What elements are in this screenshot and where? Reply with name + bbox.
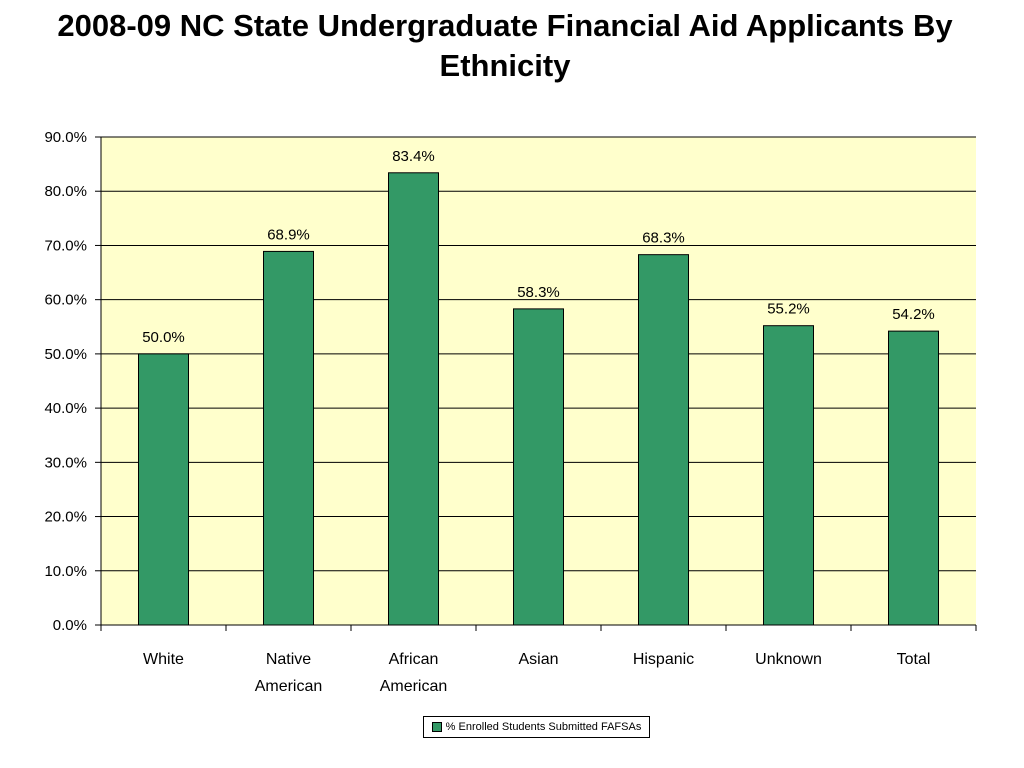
y-tick-labels: 0.0% 10.0% 20.0% 30.0% 40.0% 50.0% 60.0% 70.0% 8… (44, 129, 87, 634)
y-tick-label: 90.0% (44, 129, 87, 146)
axes (95, 136, 977, 631)
chart-title: 2008-09 NC State Undergraduate Financial… (57, 8, 953, 83)
legend-swatch (431, 722, 442, 732)
data-label: 54.2% (892, 306, 935, 323)
bar (638, 254, 689, 626)
y-tick-label: 60.0% (44, 292, 87, 309)
bar (763, 325, 814, 626)
data-label: 83.4% (392, 148, 435, 165)
x-tick-label: Native American (255, 651, 323, 695)
x-tick-label: Hispanic (633, 651, 694, 668)
x-tick-label: Unknown (755, 651, 822, 668)
data-label: 50.0% (142, 329, 185, 346)
legend-label: % Enrolled Students Submitted FAFSAs (445, 721, 642, 733)
x-tick-label: Asian (518, 651, 558, 668)
x-tick-label: Total (897, 651, 931, 668)
y-tick-label: 30.0% (44, 454, 87, 471)
bars (138, 172, 939, 626)
bar (388, 172, 439, 626)
data-label: 55.2% (767, 301, 810, 318)
x-tick-label: African American (380, 651, 448, 695)
data-labels: 50.0% 68.9% 83.4% 58.3% 68.3% 55.2% 54.2% (142, 148, 935, 346)
y-tick-label: 70.0% (44, 237, 87, 254)
y-tick-label: 80.0% (44, 183, 87, 200)
bar (263, 250, 314, 626)
x-tick-labels: White Native American African American Asian H… (143, 651, 930, 695)
y-tick-label: 40.0% (44, 400, 87, 417)
bar (888, 330, 939, 626)
data-label: 68.3% (642, 230, 685, 247)
y-tick-label: 0.0% (53, 617, 87, 634)
legend: % Enrolled Students Submitted FAFSAs (423, 716, 650, 738)
data-label: 68.9% (267, 226, 310, 243)
bar (138, 353, 189, 626)
data-label: 58.3% (517, 284, 560, 301)
y-tick-label: 10.0% (44, 563, 87, 580)
x-tick-label: White (143, 651, 184, 668)
y-tick-label: 20.0% (44, 509, 87, 526)
y-tick-label: 50.0% (44, 346, 87, 363)
bar (513, 308, 564, 626)
